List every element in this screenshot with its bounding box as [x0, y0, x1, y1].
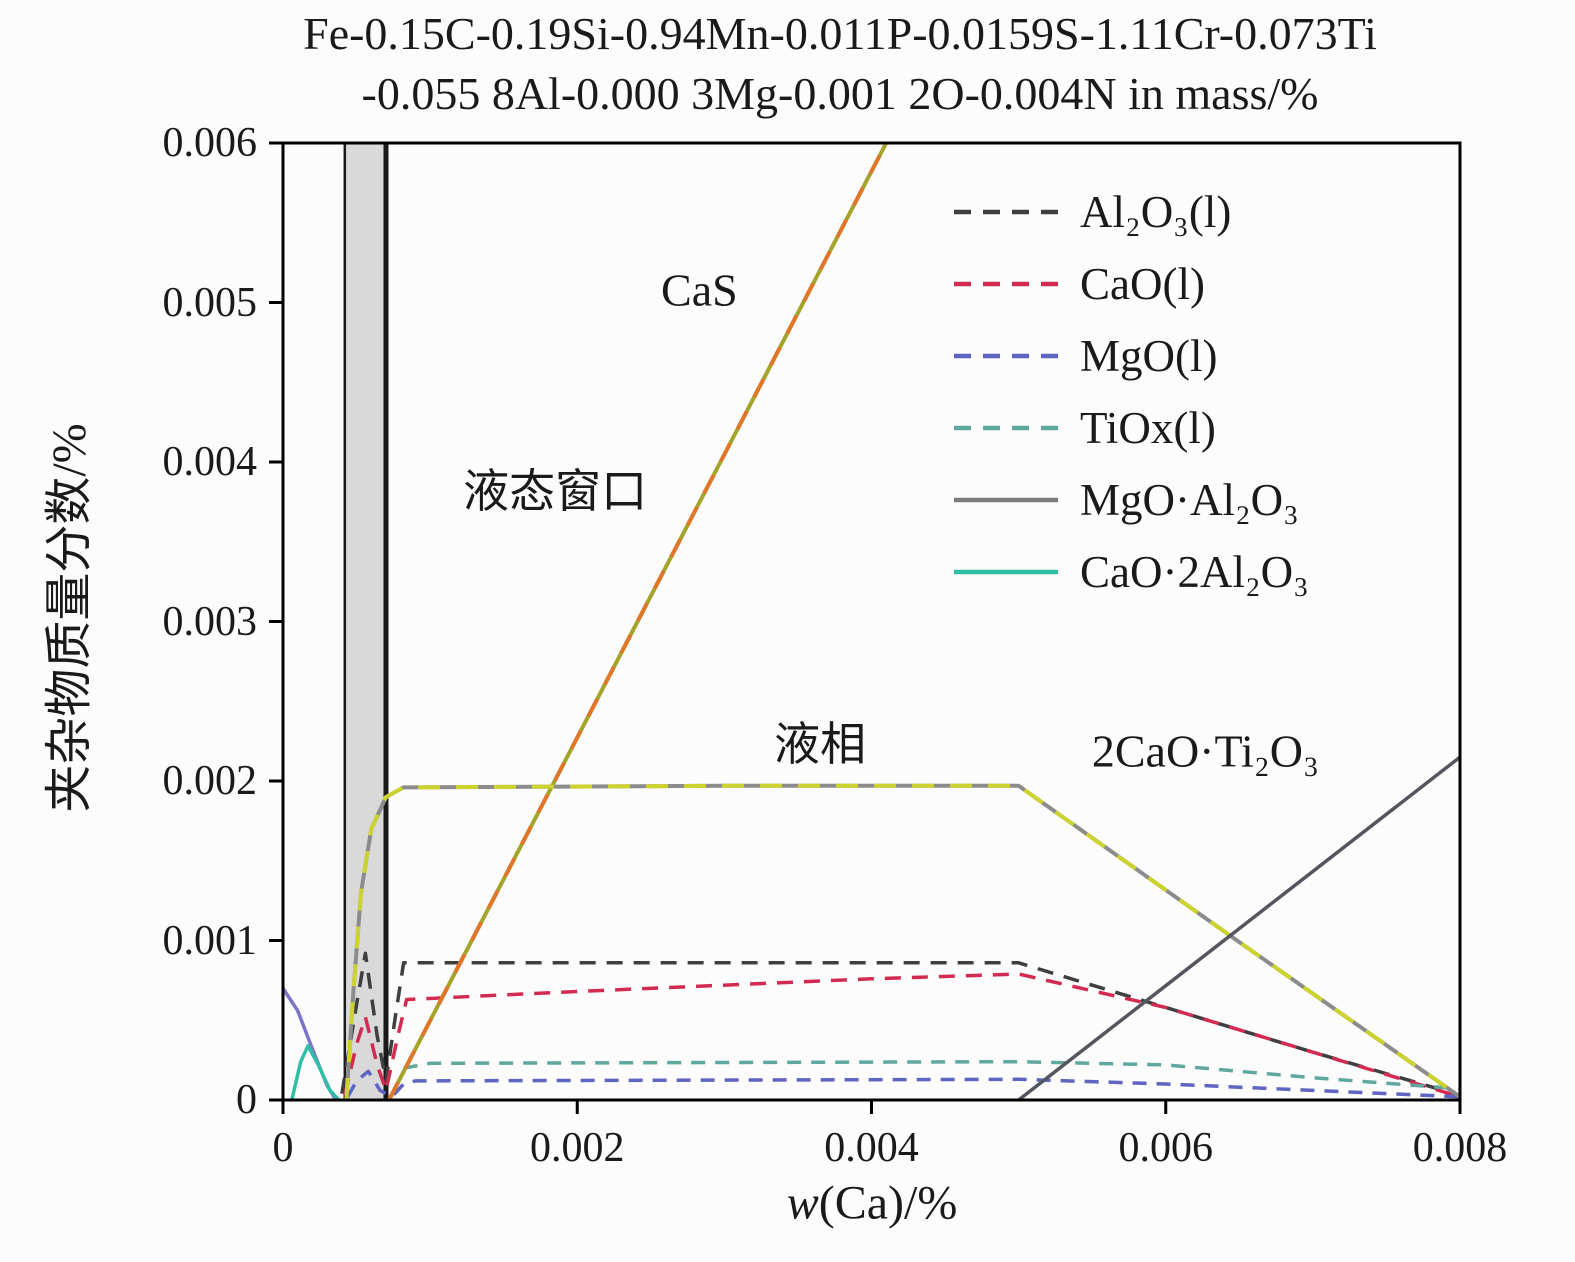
- series-Al2O3-l: [340, 951, 1460, 1097]
- series-liquid-phase-overlay: [344, 783, 1460, 1100]
- legend-label: Al₂O₃(l): [1080, 187, 1232, 237]
- legend-label: TiOx(l): [1080, 403, 1216, 453]
- legend-swatch-line: [954, 353, 1058, 359]
- series-CaO-2Al2O3: [290, 1044, 341, 1100]
- series-CaO-l: [343, 972, 1460, 1099]
- series-CaS: [387, 143, 888, 1100]
- legend-label: MgO·Al₂O₃: [1080, 475, 1299, 525]
- series-liquid-phase: [344, 783, 1460, 1100]
- legend-item: TiOx(l): [952, 403, 1309, 453]
- legend-swatch-line: [954, 281, 1058, 287]
- chart-legend: Al₂O₃(l) CaO(l) MgO(l) TiOx(l) MgO·Al₂O₃ CaO·…: [952, 187, 1309, 597]
- legend-item: MgO(l): [952, 331, 1309, 381]
- legend-swatch-line: [954, 425, 1058, 431]
- legend-swatch-line: [954, 209, 1058, 215]
- legend-item: CaO·2Al₂O₃: [952, 547, 1309, 597]
- series-2CaO-Ti2O3: [1017, 755, 1460, 1100]
- liquid-window-band: [344, 143, 386, 1100]
- legend-swatch-line: [954, 569, 1058, 575]
- legend-item: Al₂O₃(l): [952, 187, 1309, 237]
- legend-swatch-line: [954, 497, 1058, 503]
- legend-label: CaO·2Al₂O₃: [1080, 547, 1309, 597]
- series-MgO-l: [346, 1069, 1460, 1099]
- series-TiOx-l: [403, 1059, 1460, 1091]
- legend-item: MgO·Al₂O₃: [952, 475, 1309, 525]
- legend-item: CaO(l): [952, 259, 1309, 309]
- legend-label: CaO(l): [1080, 259, 1205, 309]
- legend-label: MgO(l): [1080, 331, 1218, 381]
